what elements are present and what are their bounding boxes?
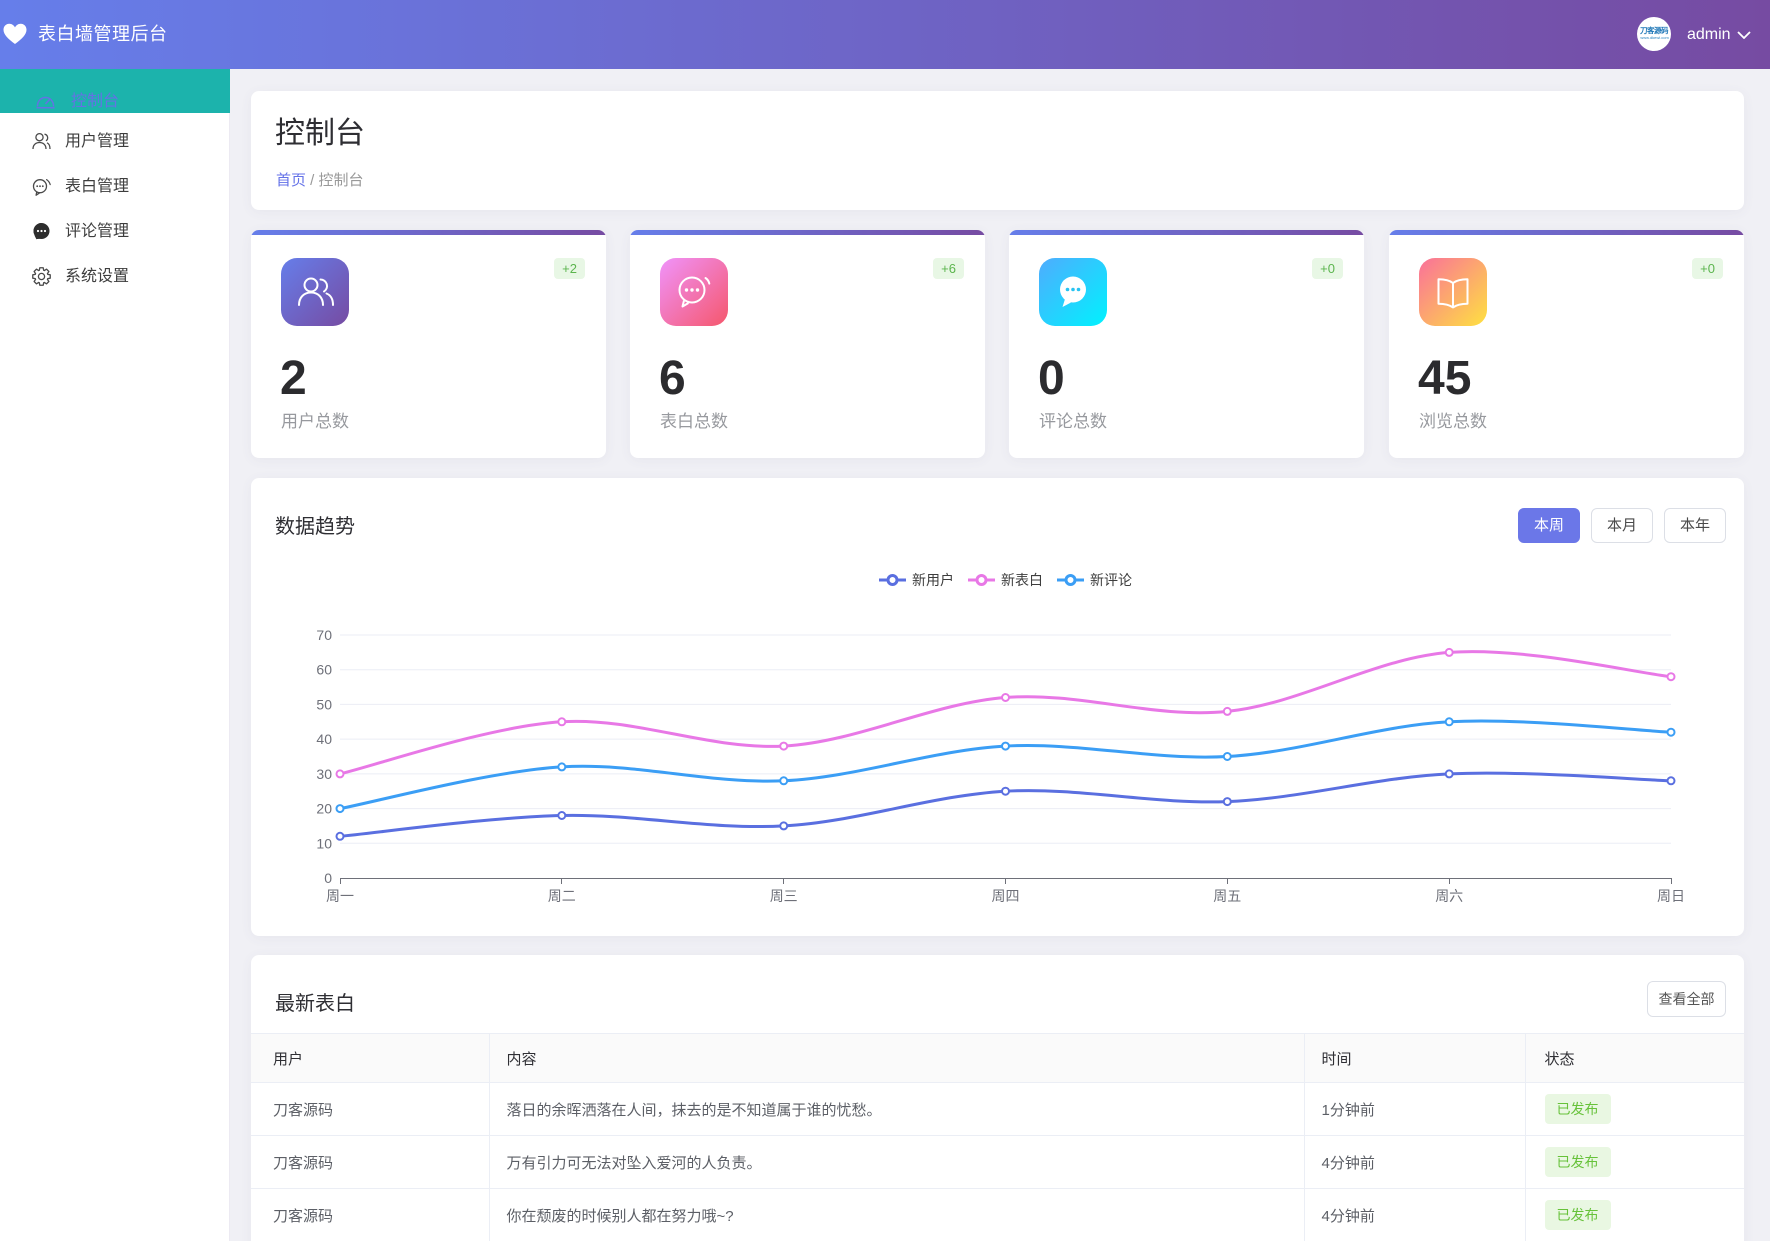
svg-text:20: 20: [316, 801, 332, 817]
svg-text:70: 70: [316, 627, 332, 643]
svg-text:周四: 周四: [992, 888, 1020, 904]
svg-text:周二: 周二: [548, 888, 576, 904]
svg-text:0: 0: [324, 870, 332, 886]
svg-text:60: 60: [316, 662, 332, 678]
svg-text:30: 30: [316, 766, 332, 782]
svg-text:40: 40: [316, 731, 332, 747]
svg-text:周一: 周一: [326, 888, 354, 904]
svg-text:周日: 周日: [1657, 888, 1685, 904]
svg-text:50: 50: [316, 696, 332, 712]
svg-text:周六: 周六: [1435, 888, 1463, 904]
svg-text:周三: 周三: [770, 888, 798, 904]
svg-text:10: 10: [316, 835, 332, 851]
svg-text:周五: 周五: [1213, 888, 1241, 904]
